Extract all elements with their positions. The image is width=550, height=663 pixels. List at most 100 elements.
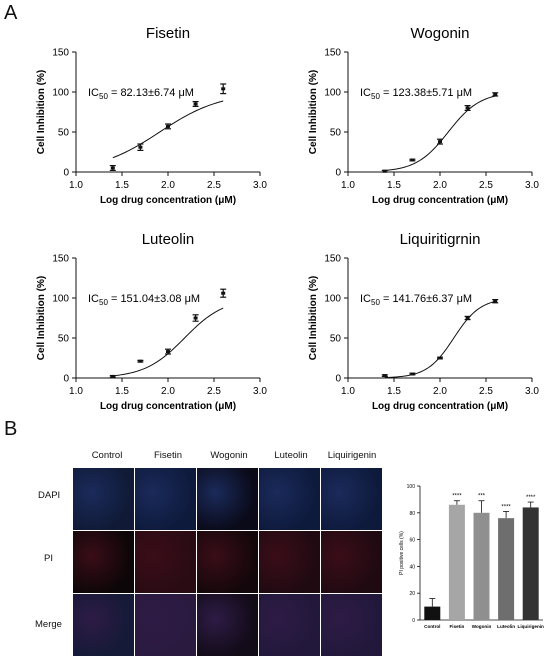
significance-marker: *** bbox=[478, 494, 486, 500]
data-point bbox=[138, 145, 143, 149]
x-tick-label: 1.5 bbox=[115, 386, 129, 397]
x-tick-label: 2.0 bbox=[433, 180, 447, 191]
ic50-annotation: IC50 = 123.38±5.71 μM bbox=[360, 87, 472, 101]
bar-category-label: Control bbox=[424, 624, 440, 629]
micrograph-pi-liquirigenin bbox=[321, 531, 382, 593]
microscopy-grid bbox=[73, 468, 385, 658]
y-tick-label: 0 bbox=[63, 168, 69, 179]
data-point bbox=[221, 87, 226, 91]
micrograph-pi-wogonin bbox=[197, 531, 258, 593]
x-tick-label: 1.5 bbox=[115, 180, 129, 191]
micrograph-merge-fisetin bbox=[135, 594, 196, 656]
ic50-annotation: IC50 = 141.76±6.37 μM bbox=[360, 293, 472, 307]
data-point bbox=[138, 359, 143, 363]
y-tick-label: 50 bbox=[330, 334, 342, 345]
x-axis-label: Log drug concentration (μM) bbox=[100, 401, 236, 412]
row-label-pi: PI bbox=[44, 553, 53, 564]
chart-title-liquiritigrnin: Liquiritigrnin bbox=[400, 231, 481, 248]
y-tick-label: 100 bbox=[324, 294, 341, 305]
chart-title-wogonin: Wogonin bbox=[411, 25, 470, 42]
micrograph-merge-luteolin bbox=[259, 594, 320, 656]
micrograph-merge-wogonin bbox=[197, 594, 258, 656]
x-tick-label: 3.0 bbox=[525, 386, 539, 397]
bar-category-label: Fisetin bbox=[449, 624, 464, 629]
y-tick-label: 50 bbox=[330, 128, 342, 139]
bar-y-tick-label: 60 bbox=[409, 538, 415, 544]
y-axis-label: Cell Inhibition (%) bbox=[36, 70, 47, 154]
data-point bbox=[166, 124, 170, 128]
bar-y-tick-label: 100 bbox=[407, 484, 416, 490]
y-tick-label: 0 bbox=[335, 168, 341, 179]
data-point bbox=[166, 350, 170, 354]
bar-y-tick-label: 20 bbox=[409, 591, 415, 597]
significance-marker: **** bbox=[526, 495, 536, 501]
data-point bbox=[221, 291, 226, 295]
column-label-wogonin: Wogonin bbox=[210, 450, 248, 461]
y-tick-label: 150 bbox=[324, 254, 341, 265]
bar-y-tick-label: 0 bbox=[412, 618, 415, 624]
micrograph-pi-luteolin bbox=[259, 531, 320, 593]
fit-curve bbox=[112, 307, 224, 377]
x-tick-label: 1.0 bbox=[341, 386, 355, 397]
bar-wogonin bbox=[473, 512, 490, 620]
data-point bbox=[438, 356, 442, 360]
data-point bbox=[193, 316, 198, 320]
micrograph-dapi-fisetin bbox=[135, 468, 196, 530]
data-point bbox=[110, 166, 115, 170]
column-label-control: Control bbox=[91, 450, 123, 461]
micrograph-merge-liquirigenin bbox=[321, 594, 382, 656]
row-label-dapi: DAPI bbox=[38, 490, 61, 501]
y-tick-label: 0 bbox=[63, 374, 69, 385]
micrograph-dapi-liquirigenin bbox=[321, 468, 382, 530]
x-tick-label: 1.5 bbox=[387, 386, 401, 397]
y-tick-label: 150 bbox=[52, 254, 69, 265]
data-point bbox=[382, 374, 387, 378]
bar-category-label: Wogonin bbox=[472, 624, 492, 629]
dose-response-chart-luteolin: Luteolin 0 50 100 150 1.0 1.5 2.0 2.5 3.0 Log drug… bbox=[36, 231, 267, 412]
dose-response-chart-fisetin: Fisetin 0 50 100 150 1.0 1.5 2.0 2.5 3.0 Log drug … bbox=[36, 25, 267, 206]
panel-label-b: B bbox=[4, 418, 18, 440]
x-tick-label: 2.5 bbox=[479, 180, 493, 191]
bar-liquirigenin bbox=[522, 507, 539, 620]
data-point bbox=[493, 299, 498, 303]
panel-label-a: A bbox=[4, 2, 18, 24]
dose-response-chart-wogonin: Wogonin 0 50 100 150 1.0 1.5 2.0 2.5 3.0 Log drug … bbox=[308, 25, 539, 206]
bar-category-label: Liquirigenin bbox=[518, 624, 544, 629]
x-axis-label: Log drug concentration (μM) bbox=[372, 401, 508, 412]
x-tick-label: 2.0 bbox=[161, 180, 175, 191]
data-point bbox=[493, 92, 498, 96]
data-point bbox=[193, 102, 198, 106]
data-point bbox=[438, 140, 442, 144]
x-tick-label: 1.0 bbox=[69, 386, 83, 397]
micrograph-dapi-wogonin bbox=[197, 468, 258, 530]
x-tick-label: 1.5 bbox=[387, 180, 401, 191]
y-tick-label: 100 bbox=[52, 88, 69, 99]
column-label-liquirigenin: Liquirigenin bbox=[327, 450, 377, 461]
y-tick-label: 150 bbox=[52, 48, 69, 59]
y-tick-label: 100 bbox=[52, 294, 69, 305]
x-tick-label: 2.0 bbox=[161, 386, 175, 397]
dose-response-chart-liquiritigrnin: Liquiritigrnin 0 50 100 150 1.0 1.5 2.0 2.5 3.0 Lo… bbox=[308, 231, 539, 412]
fit-curve bbox=[384, 95, 496, 172]
y-axis-label: Cell Inhibition (%) bbox=[36, 276, 47, 360]
micrograph-pi-fisetin bbox=[135, 531, 196, 593]
x-axis-label: Log drug concentration (μM) bbox=[372, 195, 508, 206]
bar-y-tick-label: 80 bbox=[409, 511, 415, 517]
micrograph-pi-control bbox=[73, 531, 134, 593]
x-tick-label: 2.5 bbox=[479, 386, 493, 397]
bar-luteolin bbox=[498, 518, 515, 620]
micrograph-dapi-luteolin bbox=[259, 468, 320, 530]
x-tick-label: 2.0 bbox=[433, 386, 447, 397]
data-point bbox=[410, 372, 415, 376]
significance-marker: **** bbox=[452, 494, 462, 500]
fit-curve bbox=[384, 300, 496, 379]
chart-title-luteolin: Luteolin bbox=[142, 231, 195, 248]
bar-control bbox=[424, 606, 441, 620]
bar-category-label: Luteolin bbox=[497, 624, 515, 629]
x-tick-label: 2.5 bbox=[207, 386, 221, 397]
micrograph-merge-control bbox=[73, 594, 134, 656]
bar-y-tick-label: 40 bbox=[409, 564, 415, 570]
data-point bbox=[465, 316, 470, 320]
y-tick-label: 0 bbox=[335, 374, 341, 385]
column-label-luteolin: Luteolin bbox=[274, 450, 308, 461]
